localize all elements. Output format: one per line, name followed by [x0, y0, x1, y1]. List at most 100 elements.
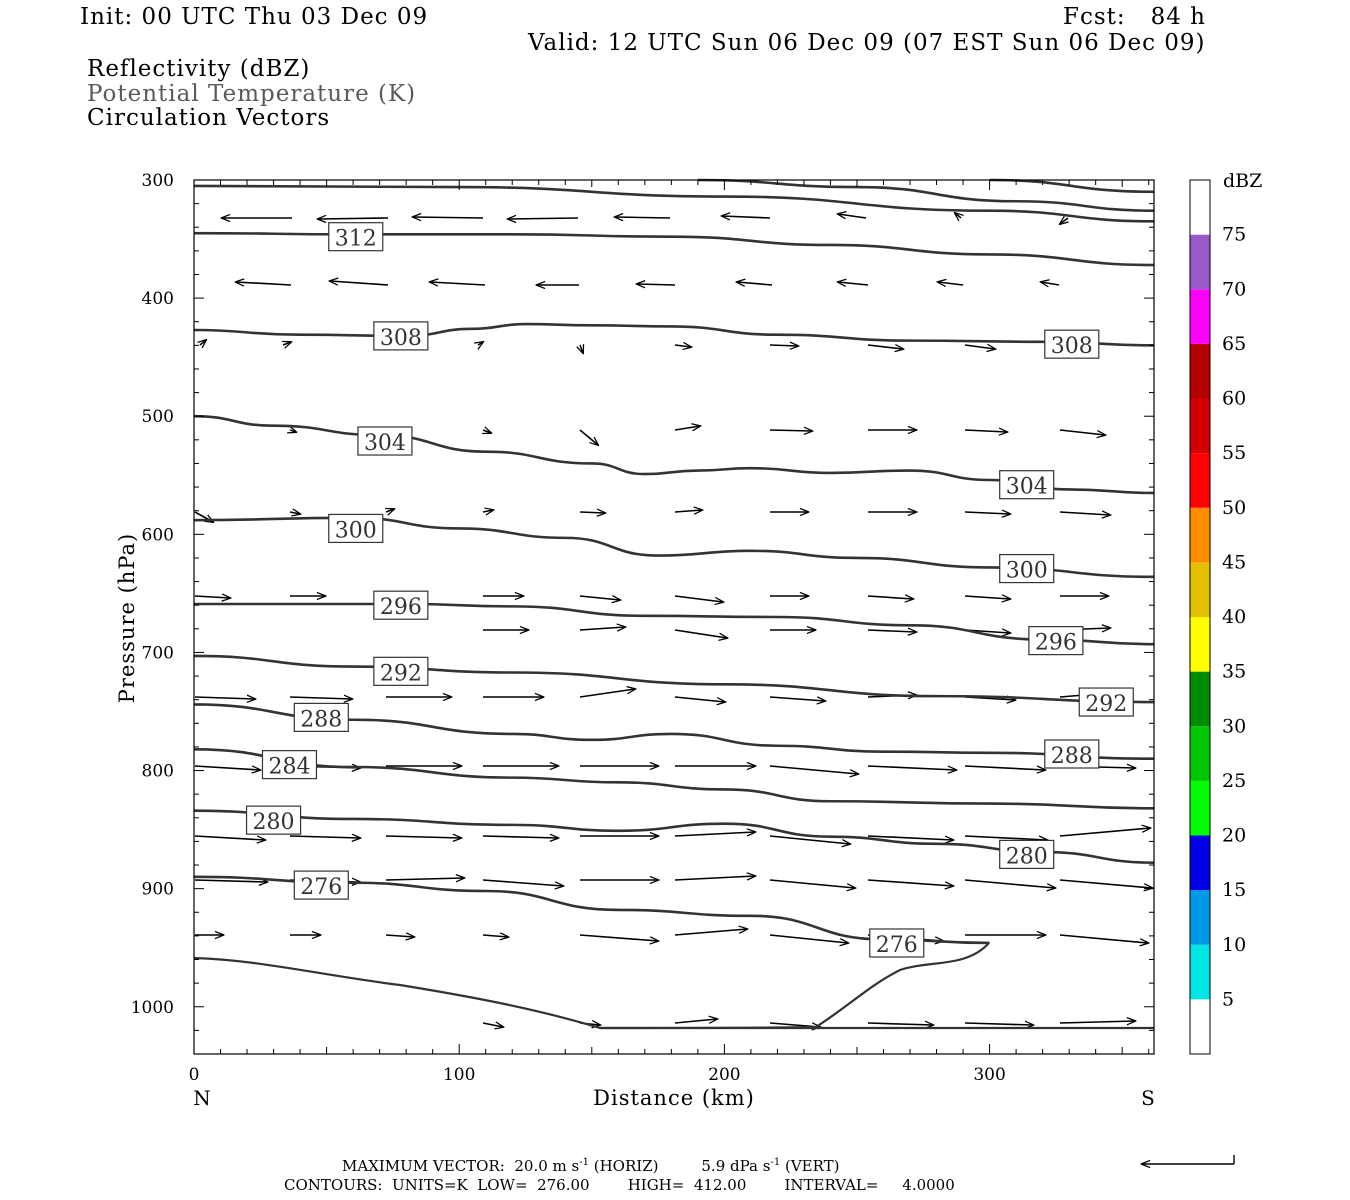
contour-label-box [328, 513, 384, 544]
wind-vector [483, 430, 491, 433]
wind-vector [289, 836, 360, 838]
wind-vector [194, 765, 260, 770]
terrain-contour [193, 943, 989, 1030]
contour-label-box [245, 805, 302, 835]
wind-vector [290, 430, 296, 432]
wind-vector [482, 836, 558, 838]
contour-label-box [1078, 687, 1134, 717]
axes: 300 400 500 600 700 800 900 1000 0 100 200 300 N S Dis… [115, 171, 1155, 1110]
contour-label: 276 [876, 933, 918, 958]
wind-vector [1059, 934, 1148, 943]
colorbar-segment [1190, 617, 1210, 672]
colorbar-label: 35 [1222, 661, 1246, 683]
circulation-vectors [194, 213, 1152, 1027]
contour-info: CONTOURS: UNITS=K LOW= 276.00 HIGH= 412.… [284, 1176, 955, 1194]
colorbar-label: 10 [1222, 934, 1246, 956]
x-tick-label: 300 [973, 1065, 1005, 1085]
wind-vector [769, 835, 850, 844]
wind-vector [1059, 828, 1150, 837]
contour-label: 304 [1006, 475, 1048, 500]
wind-vector [674, 929, 747, 936]
wind-vector [580, 345, 583, 353]
wind-vector [867, 596, 913, 599]
wind-vector [385, 836, 461, 838]
wind-vector [236, 282, 292, 285]
contour-label: 296 [1035, 631, 1077, 656]
y-tick-label: 500 [142, 407, 174, 427]
wind-vector [289, 697, 352, 699]
colorbar-label: 45 [1222, 551, 1246, 573]
wind-vector [867, 879, 953, 886]
wind-vector [964, 596, 1010, 599]
wind-vector [1059, 429, 1105, 435]
y-axis-title: Pressure (hPa) [115, 533, 139, 703]
colorbar-label: 55 [1222, 442, 1246, 464]
colorbar-title: dBZ [1223, 170, 1262, 192]
y-tick-label: 800 [142, 762, 174, 782]
colorbar-label: 75 [1222, 224, 1246, 246]
contour-label: 296 [380, 595, 422, 620]
contour-label-box [357, 426, 413, 456]
contour-label-box [293, 702, 349, 732]
contour-label-box [1044, 329, 1100, 359]
wind-vector [674, 832, 755, 837]
theta-contour-288 [193, 703, 1155, 761]
colorbar-label: 5 [1222, 988, 1234, 1010]
wind-vector [1059, 512, 1110, 515]
wind-vector [194, 880, 267, 882]
wind-vector [637, 284, 676, 285]
wind-vector [1041, 282, 1060, 285]
forecast-hour: Fcst: 84 h [1063, 4, 1206, 30]
contour-label-box [373, 656, 429, 686]
wind-vector [482, 935, 508, 937]
contour-label-box [1044, 739, 1100, 769]
north-label: N [193, 1086, 211, 1110]
y-tick-label: 700 [142, 643, 174, 663]
wind-vector [674, 510, 702, 512]
wind-vector [867, 765, 956, 770]
contour-label-box [869, 928, 925, 958]
y-tick-label: 900 [142, 880, 174, 900]
contour-label: 280 [253, 810, 295, 835]
wind-vector [674, 426, 700, 430]
wind-vector [385, 878, 464, 880]
wind-vector [478, 342, 483, 345]
wind-vector [579, 627, 625, 630]
colorbar-segment [1190, 507, 1210, 563]
colorbar-label: 25 [1222, 770, 1246, 792]
colorbar-label: 30 [1222, 715, 1246, 737]
wind-vector [769, 934, 848, 943]
wind-vector [318, 218, 389, 219]
colorbar-segment [1190, 343, 1210, 399]
wind-vector [579, 934, 658, 941]
wind-vector [579, 512, 605, 513]
colorbar: 5 10 15 20 25 30 35 40 45 50 55 60 65 70 75 dBZ [1189, 170, 1262, 1055]
reference-vector [1142, 1155, 1235, 1164]
colorbar-label: 60 [1222, 388, 1246, 410]
contour-label-box [328, 222, 384, 252]
contour-label-box [999, 470, 1055, 500]
colorbar-border [1189, 179, 1211, 1055]
field-circulation-vectors: Circulation Vectors [87, 105, 331, 131]
wind-vector [867, 835, 953, 840]
plot-border [193, 179, 1155, 1055]
contour-label: 292 [1085, 692, 1127, 717]
wind-vector [964, 430, 1007, 432]
wind-vector [194, 835, 265, 840]
wind-vector [722, 216, 771, 218]
theta-contour-284 [193, 747, 1155, 810]
colorbar-segment [1190, 671, 1210, 727]
contour-label: 288 [300, 707, 342, 732]
contour-label: 284 [268, 755, 310, 780]
south-label: S [1141, 1086, 1155, 1110]
wind-vector [482, 510, 493, 512]
contour-label: 312 [335, 227, 377, 252]
contour-label: 276 [300, 875, 342, 900]
wind-vector [289, 512, 300, 514]
terrain-line [193, 943, 1154, 1030]
contour-label-box [999, 553, 1055, 584]
colorbar-segment [1190, 780, 1210, 836]
y-tick-label: 400 [142, 289, 174, 309]
wind-vector [330, 281, 389, 286]
